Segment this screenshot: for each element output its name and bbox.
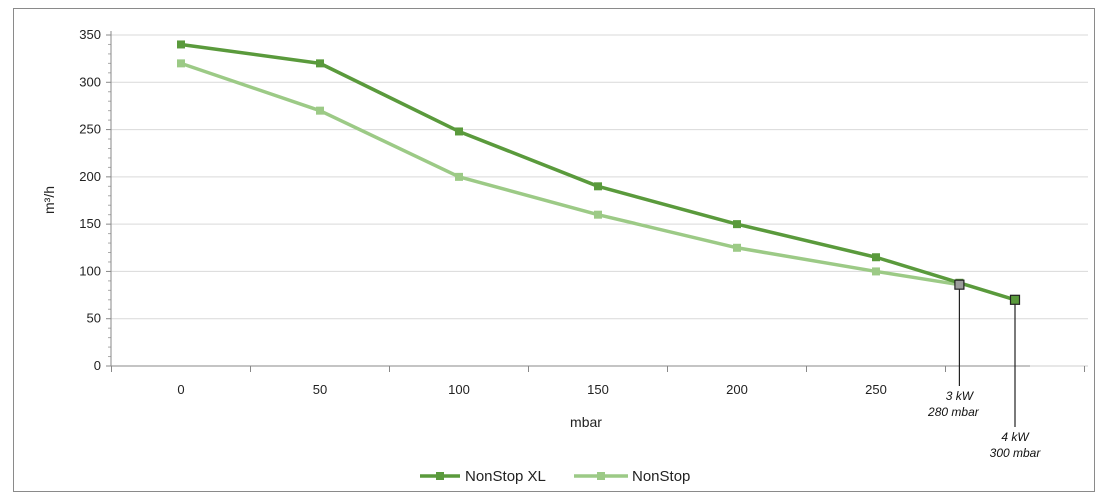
- x-tick-label: 150: [587, 382, 609, 397]
- data-point: [733, 220, 741, 229]
- legend-marker-nonstop-xl: [436, 472, 444, 480]
- y-tick-label: 200: [79, 169, 101, 184]
- annotation-label: 300 mbar: [990, 446, 1042, 460]
- data-point: [177, 59, 185, 68]
- y-tick-label: 350: [79, 27, 101, 42]
- series-layer: [177, 40, 1019, 304]
- x-tick-label: 200: [726, 382, 748, 397]
- annotation-marker: [954, 279, 965, 290]
- data-point: [455, 127, 463, 136]
- data-point: [177, 40, 185, 49]
- annotation-label: 4 kW: [1001, 430, 1030, 444]
- y-tick-label: 100: [79, 263, 101, 278]
- annotation-layer: 3 kW 280 mbar 4 kW 300 mbar: [927, 279, 1042, 460]
- legend-label-nonstop: NonStop: [632, 468, 690, 485]
- y-tick-label: 250: [79, 122, 101, 137]
- data-point: [872, 267, 880, 276]
- annotation-label: 3 kW: [946, 389, 975, 403]
- y-tick-label: 150: [79, 216, 101, 231]
- data-point: [594, 210, 602, 219]
- data-point: [316, 59, 324, 68]
- data-point: [316, 106, 324, 115]
- x-tick-label: 100: [448, 382, 470, 397]
- data-point: [872, 253, 880, 262]
- legend: NonStop XL NonStop: [420, 468, 690, 485]
- x-tick-label: 0: [177, 382, 184, 397]
- x-tick-label: 50: [313, 382, 327, 397]
- axes-layer: 0 50 100 150 200 250 300 350 0 50 100 150 200 250: [79, 27, 1088, 397]
- y-tick-label: 300: [79, 74, 101, 89]
- data-point: [455, 172, 463, 181]
- series-line-0: [180, 42, 1016, 302]
- legend-marker-nonstop: [597, 472, 605, 480]
- y-tick-label: 0: [94, 358, 101, 373]
- data-point: [733, 243, 741, 252]
- x-axis-title: mbar: [570, 414, 602, 430]
- y-tick-label: 50: [87, 311, 101, 326]
- data-point: [594, 182, 602, 191]
- legend-label-nonstop-xl: NonStop XL: [465, 468, 546, 485]
- y-axis-title: m³/h: [41, 186, 57, 214]
- annotation-label: 280 mbar: [927, 405, 980, 419]
- annotation-marker: [1009, 294, 1021, 305]
- chart-frame: [13, 8, 1095, 492]
- x-tick-label: 250: [865, 382, 887, 397]
